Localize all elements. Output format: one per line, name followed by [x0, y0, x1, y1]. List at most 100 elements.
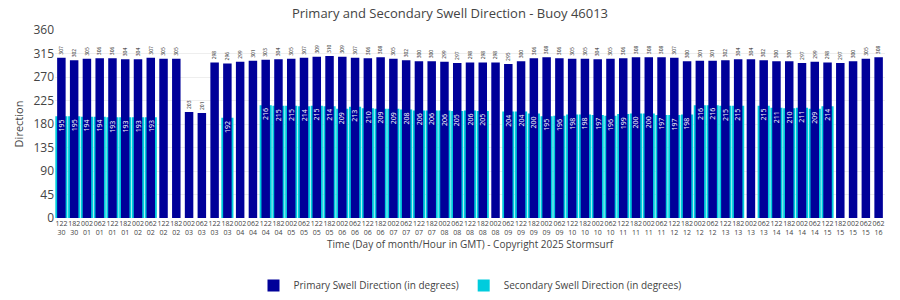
svg-text:360: 360: [33, 21, 54, 38]
svg-text:18208: 18208: [477, 219, 489, 237]
svg-text:18214: 18214: [783, 219, 795, 237]
svg-text:12207: 12207: [413, 219, 425, 237]
svg-text:297: 297: [837, 51, 843, 60]
svg-text:301: 301: [697, 49, 703, 57]
svg-text:305: 305: [160, 47, 166, 56]
svg-text:00210: 00210: [592, 219, 604, 237]
svg-text:306: 306: [109, 47, 115, 56]
svg-text:18210: 18210: [579, 219, 591, 237]
svg-text:305: 305: [863, 47, 869, 56]
svg-text:206: 206: [440, 114, 449, 126]
svg-text:215: 215: [274, 109, 283, 121]
svg-text:305: 305: [390, 47, 396, 56]
svg-text:18211: 18211: [630, 219, 642, 237]
svg-text:18203: 18203: [221, 219, 233, 237]
svg-text:12230: 12230: [55, 219, 67, 237]
svg-text:00212: 00212: [694, 219, 706, 237]
svg-text:00208: 00208: [438, 219, 450, 237]
svg-text:302: 302: [722, 49, 728, 58]
svg-text:18230: 18230: [68, 219, 80, 237]
svg-text:306: 306: [365, 47, 371, 56]
svg-text:12209: 12209: [515, 219, 527, 237]
svg-text:305: 305: [607, 47, 613, 56]
svg-text:213: 213: [350, 110, 359, 122]
svg-text:12210: 12210: [566, 219, 578, 237]
svg-text:206: 206: [427, 113, 436, 125]
svg-text:299: 299: [812, 50, 818, 59]
svg-text:Direction: Direction: [11, 101, 26, 148]
svg-text:18205: 18205: [324, 219, 336, 237]
svg-text:12214: 12214: [770, 219, 782, 237]
svg-text:Secondary Swell Direction (in: Secondary Swell Direction (in degrees): [504, 278, 681, 292]
svg-text:194: 194: [82, 120, 91, 132]
svg-text:06201: 06201: [94, 219, 106, 237]
svg-text:214: 214: [823, 109, 832, 121]
svg-text:307: 307: [58, 46, 64, 55]
svg-text:214: 214: [300, 109, 309, 121]
svg-text:216: 216: [696, 108, 705, 120]
svg-text:298: 298: [211, 51, 217, 60]
svg-text:12202: 12202: [158, 219, 170, 237]
svg-text:306: 306: [96, 47, 102, 56]
svg-text:299: 299: [237, 50, 243, 59]
svg-text:216: 216: [261, 108, 270, 120]
svg-text:305: 305: [569, 47, 575, 56]
svg-text:300: 300: [786, 50, 792, 59]
svg-text:308: 308: [658, 46, 664, 55]
svg-text:00204: 00204: [234, 219, 246, 237]
svg-text:12203: 12203: [209, 219, 221, 237]
svg-text:309: 309: [339, 45, 345, 54]
svg-text:18204: 18204: [272, 219, 284, 237]
svg-text:18207: 18207: [426, 219, 438, 237]
svg-text:18206: 18206: [375, 219, 387, 237]
svg-text:297: 297: [799, 51, 805, 60]
svg-text:300: 300: [416, 50, 422, 59]
svg-text:304: 304: [748, 48, 754, 57]
svg-text:198: 198: [682, 118, 691, 130]
svg-text:211: 211: [772, 111, 781, 123]
svg-text:00206: 00206: [336, 219, 348, 237]
svg-text:200: 200: [631, 117, 640, 129]
svg-text:305: 305: [84, 47, 90, 56]
svg-text:302: 302: [760, 49, 766, 58]
svg-text:210: 210: [785, 112, 794, 124]
svg-text:205: 205: [452, 114, 461, 126]
svg-text:204: 204: [517, 115, 526, 127]
svg-text:06203: 06203: [196, 219, 208, 237]
svg-text:298: 298: [824, 51, 830, 60]
svg-text:18202: 18202: [170, 219, 182, 237]
svg-text:194: 194: [95, 119, 104, 131]
svg-text:295: 295: [505, 52, 511, 61]
svg-text:Primary and Secondary Swell Di: Primary and Secondary Swell Direction - …: [292, 4, 608, 22]
svg-text:201: 201: [199, 102, 205, 110]
svg-text:00214: 00214: [796, 219, 808, 237]
svg-text:00202: 00202: [132, 219, 144, 237]
svg-text:00213: 00213: [745, 219, 757, 237]
svg-text:300: 300: [773, 50, 779, 59]
svg-text:198: 198: [568, 118, 577, 130]
svg-text:193: 193: [108, 121, 117, 133]
svg-text:209: 209: [810, 112, 819, 124]
svg-text:300: 300: [428, 50, 434, 59]
svg-text:206: 206: [415, 113, 424, 125]
svg-text:18212: 18212: [681, 219, 693, 237]
svg-text:06216: 06216: [873, 219, 885, 237]
svg-text:305: 305: [288, 47, 294, 56]
svg-text:307: 307: [352, 46, 358, 55]
svg-text:06202: 06202: [145, 219, 157, 237]
svg-text:135: 135: [33, 139, 54, 156]
svg-text:297: 297: [454, 51, 460, 60]
svg-text:06211: 06211: [656, 219, 668, 237]
svg-text:00207: 00207: [387, 219, 399, 237]
svg-text:215: 215: [287, 109, 296, 121]
svg-text:206: 206: [466, 113, 475, 125]
svg-text:00201: 00201: [81, 219, 93, 237]
svg-text:198: 198: [580, 118, 589, 130]
svg-text:06210: 06210: [604, 219, 616, 237]
svg-text:305: 305: [582, 47, 588, 56]
svg-text:304: 304: [735, 48, 741, 57]
svg-text:303: 303: [262, 48, 268, 57]
svg-text:315: 315: [33, 45, 54, 62]
svg-text:225: 225: [33, 92, 54, 109]
svg-text:204: 204: [504, 115, 513, 127]
